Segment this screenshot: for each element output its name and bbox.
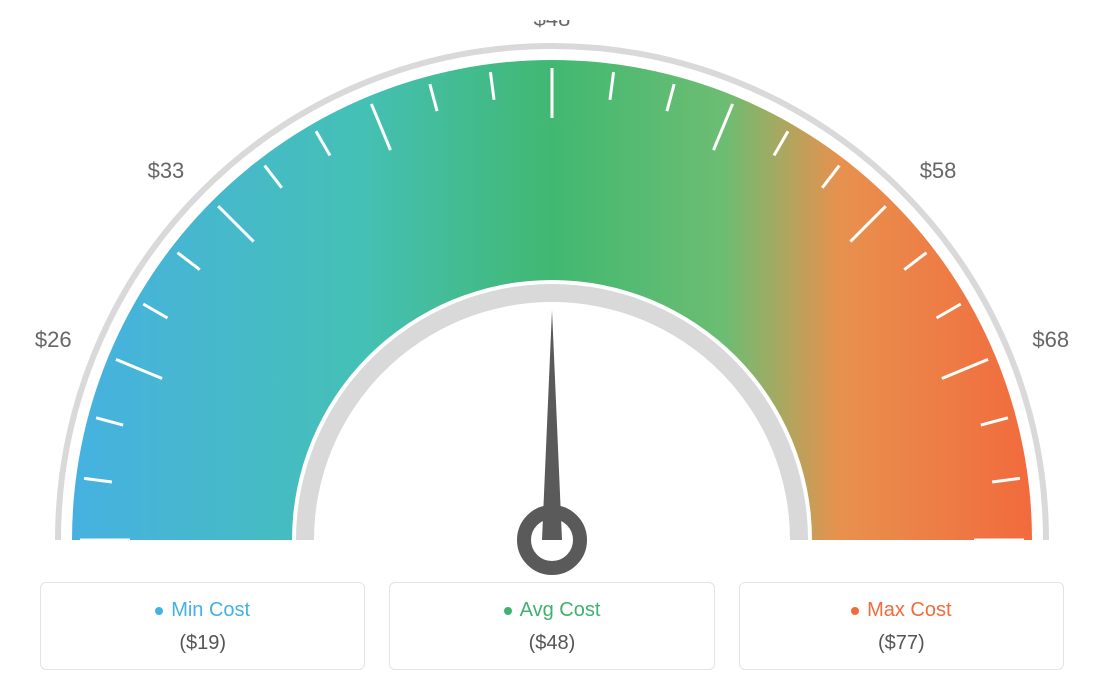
gauge-svg: $19$26$33$48$58$68$77	[32, 20, 1072, 580]
gauge-area: $19$26$33$48$58$68$77	[32, 20, 1072, 560]
legend-min-title: Min Cost	[155, 599, 250, 622]
gauge-tick-label: $26	[35, 327, 72, 352]
dot-icon	[504, 607, 512, 615]
legend-min-value: ($19)	[51, 632, 354, 655]
dot-icon	[851, 607, 859, 615]
legend-avg-label: Avg Cost	[520, 599, 601, 622]
gauge-tick-label: $58	[920, 158, 957, 183]
legend-avg-value: ($48)	[400, 632, 703, 655]
gauge-tick-label: $48	[534, 20, 571, 31]
dot-icon	[155, 607, 163, 615]
legend-max-value: ($77)	[750, 632, 1053, 655]
legend-max-card: Max Cost ($77)	[739, 582, 1064, 670]
legend-max-label: Max Cost	[867, 599, 951, 622]
legend-avg-title: Avg Cost	[504, 599, 601, 622]
legend-min-label: Min Cost	[171, 599, 250, 622]
gauge-tick-label: $68	[1032, 327, 1069, 352]
legend-row: Min Cost ($19) Avg Cost ($48) Max Cost (…	[40, 582, 1064, 670]
legend-max-title: Max Cost	[851, 599, 951, 622]
gauge-tick-label: $33	[148, 158, 185, 183]
legend-min-card: Min Cost ($19)	[40, 582, 365, 670]
cost-gauge-chart: $19$26$33$48$58$68$77 Min Cost ($19) Avg…	[0, 0, 1104, 690]
legend-avg-card: Avg Cost ($48)	[389, 582, 714, 670]
